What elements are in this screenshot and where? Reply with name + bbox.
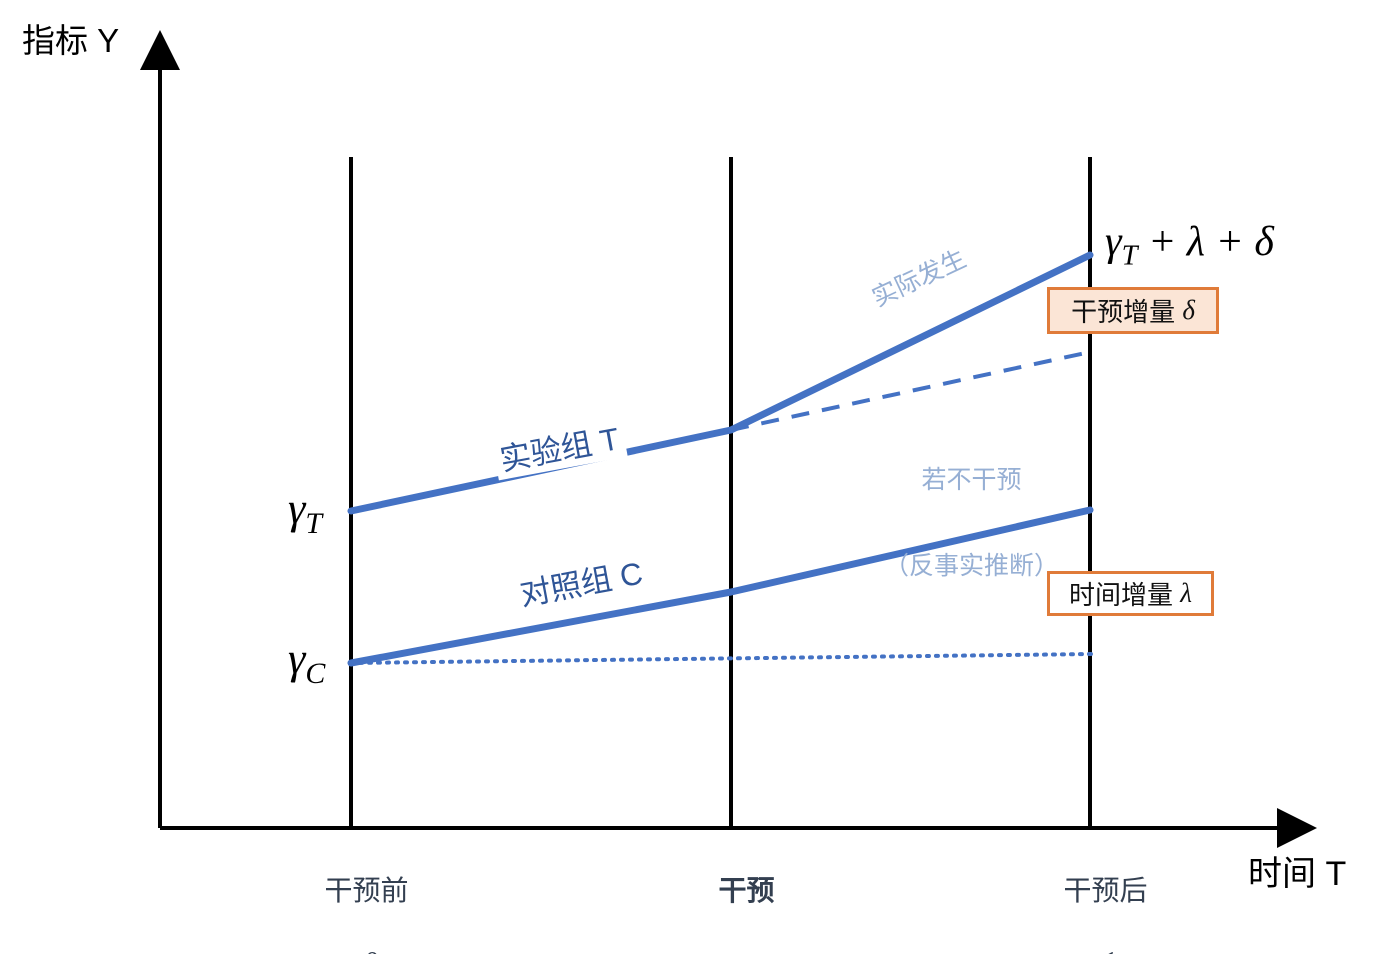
annotation-counterfactual: 若不干预 （反事实推断） <box>884 408 1059 638</box>
outcome-formula-rest: + λ + δ <box>1137 219 1274 265</box>
y-axis-title: 指标 Y <box>22 22 120 59</box>
gamma-control-label: γC <box>288 634 325 691</box>
x-tick-post-time: t = 1 <box>990 946 1190 954</box>
x-tick-treatment-label: 干预 <box>718 875 775 907</box>
callout-treatment-effect-text: 干预增量 <box>1071 297 1183 327</box>
outcome-formula-gamma: γ <box>1105 219 1122 265</box>
x-tick-pre: 干预前 t = 0 <box>251 843 451 954</box>
callout-treatment-effect-symbol: δ <box>1182 295 1195 325</box>
callout-time-effect: 时间增量 λ <box>1047 571 1214 616</box>
gamma-treated-subscript: T <box>305 506 322 540</box>
gamma-control-subscript: C <box>305 656 326 690</box>
x-tick-pre-label: 干预前 <box>324 875 409 907</box>
annotation-counterfactual-line1: 若不干预 <box>921 465 1022 494</box>
x-tick-post: 干预后 t = 1 <box>990 843 1190 954</box>
callout-time-effect-symbol: λ <box>1180 578 1192 608</box>
callout-treatment-effect: 干预增量 δ <box>1047 287 1219 334</box>
annotation-counterfactual-line2: （反事实推断） <box>884 551 1060 580</box>
control-group-line <box>347 506 1094 667</box>
outcome-formula: γT + λ + δ <box>1105 218 1274 273</box>
outcome-formula-subscript: T <box>1121 240 1138 272</box>
treated-group-line <box>347 251 1094 515</box>
gamma-treated-label: γT <box>288 484 322 541</box>
x-tick-pre-time: t = 0 <box>251 946 451 954</box>
x-tick-treatment: 干预 <box>631 843 831 954</box>
x-tick-post-label: 干预后 <box>1063 875 1148 907</box>
x-axis-title: 时间 T <box>1248 855 1347 893</box>
gamma-control-symbol: γ <box>288 634 306 683</box>
control-baseline-guide-line <box>349 652 1094 665</box>
callout-time-effect-text: 时间增量 <box>1069 580 1181 610</box>
gamma-treated-symbol: γ <box>288 484 306 533</box>
